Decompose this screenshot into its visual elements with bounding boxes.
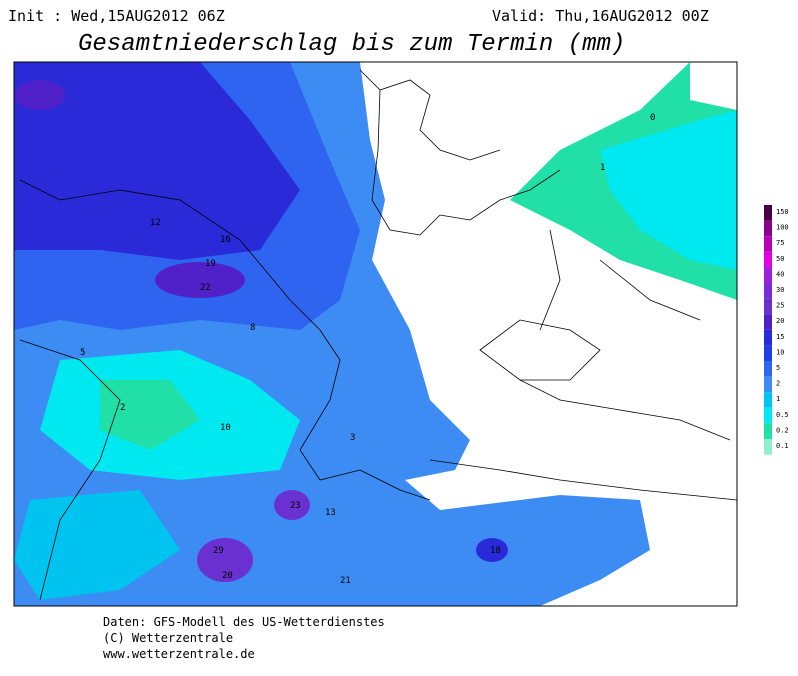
- legend-swatch: [764, 298, 772, 315]
- legend-swatch: [764, 361, 772, 377]
- legend-swatch: [764, 283, 772, 299]
- init-time: Init : Wed,15AUG2012 06Z: [8, 7, 225, 25]
- map-value: 29: [213, 546, 224, 556]
- precip-core: [155, 262, 245, 298]
- land: [690, 62, 737, 110]
- map-value: 5: [80, 348, 85, 358]
- map-value: 18: [490, 546, 501, 556]
- legend-swatch: [764, 376, 772, 393]
- legend-swatch: [764, 407, 772, 424]
- map-title: Gesamtniederschlag bis zum Termin (mm): [78, 31, 625, 58]
- legend-swatch: [764, 392, 772, 408]
- precip-trace: [100, 380, 200, 450]
- precip-core: [15, 80, 65, 110]
- legend-label: 100: [776, 224, 789, 232]
- legend-swatch: [764, 236, 772, 252]
- legend-label: 150: [776, 208, 789, 216]
- coastline: [19, 69, 561, 601]
- legend-swatch: [764, 345, 772, 361]
- map-value: 10: [220, 423, 231, 433]
- map-value: 13: [325, 508, 336, 518]
- map: [13, 61, 738, 607]
- footer-line: www.wetterzentrale.de: [103, 647, 255, 661]
- legend-label: 30: [776, 286, 784, 294]
- map-value: 23: [290, 501, 301, 511]
- legend-swatch: [764, 314, 772, 330]
- legend-swatch: [764, 329, 772, 346]
- legend-label: 2: [776, 380, 780, 388]
- map-value: 8: [250, 323, 255, 333]
- legend-label: 25: [776, 302, 784, 310]
- legend-label: 15: [776, 333, 784, 341]
- legend-label: 1: [776, 395, 780, 403]
- border: [429, 229, 738, 501]
- precip-core: [274, 490, 310, 520]
- footer-line: Daten: GFS-Modell des US-Wetterdienstes: [103, 615, 385, 629]
- legend-label: 0.2: [776, 426, 789, 434]
- legend-swatch: [764, 205, 772, 221]
- legend: 150 100 75 50 40 30 25 20 15 10 5 2 1 0.5 0.2 0.1: [764, 205, 789, 455]
- map-value: 2: [120, 403, 125, 413]
- legend-label: 75: [776, 239, 784, 247]
- precip-core: [197, 538, 253, 582]
- map-value: 3: [350, 433, 355, 443]
- legend-swatch: [764, 439, 772, 455]
- legend-label: 40: [776, 270, 784, 278]
- map-value: 16: [220, 235, 231, 245]
- legend-label: 0.5: [776, 411, 789, 419]
- valid-time: Valid: Thu,16AUG2012 00Z: [492, 7, 709, 25]
- legend-swatch: [764, 220, 772, 237]
- precip-trace: [600, 110, 737, 270]
- footer-line: (C) Wetterzentrale: [103, 631, 233, 645]
- map-value: 0: [650, 113, 655, 123]
- map-value: 19: [205, 259, 216, 269]
- legend-label: 20: [776, 317, 784, 325]
- map-value: 21: [340, 576, 351, 586]
- map-value: 12: [150, 218, 161, 228]
- map-value: 1: [600, 163, 605, 173]
- map-value: 20: [222, 571, 233, 581]
- legend-swatch: [764, 423, 772, 439]
- precip-trace: [14, 490, 180, 600]
- map-frame: [13, 61, 738, 607]
- legend-label: 50: [776, 255, 784, 263]
- legend-swatch: [764, 251, 772, 268]
- legend-swatch: [764, 267, 772, 283]
- legend-label: 0.1: [776, 442, 789, 450]
- precip-core: [476, 538, 508, 562]
- legend-label: 5: [776, 364, 780, 372]
- map-value: 22: [200, 283, 211, 293]
- legend-label: 10: [776, 348, 784, 356]
- precip-heavy: [14, 62, 300, 260]
